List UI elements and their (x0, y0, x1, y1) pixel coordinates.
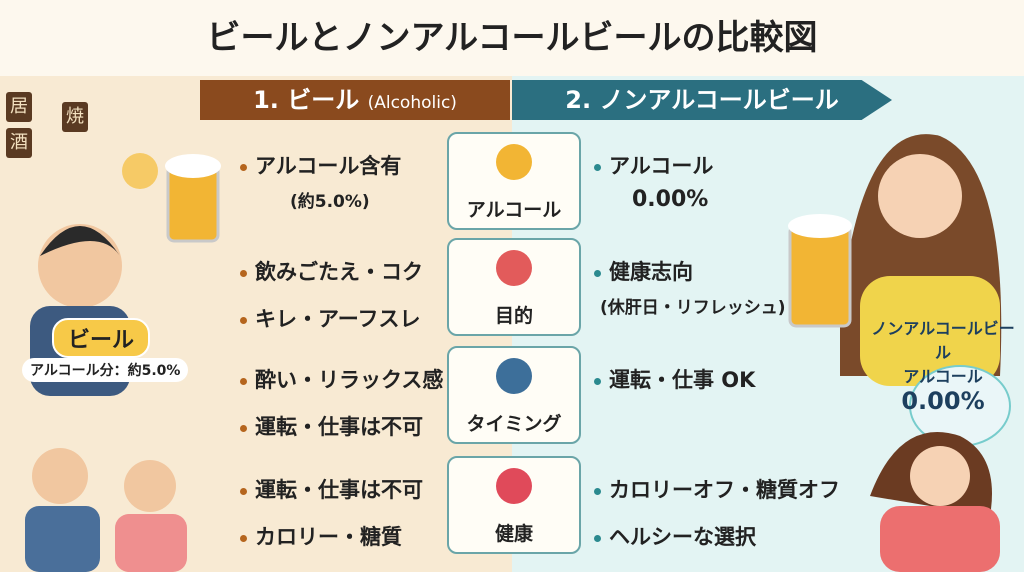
sign: 酒 (6, 128, 32, 158)
row-label: 健康 (494, 523, 533, 545)
right-item: ヘルシーな選択 (594, 521, 756, 551)
left-heading: 1. ビール (Alcoholic) (200, 80, 510, 120)
left-item: 飲みごたえ・コク (240, 256, 423, 286)
row-icon (496, 358, 532, 394)
nonalc-badge: ノンアルコールビールアルコール 0.00% (868, 315, 1018, 415)
sign: 焼 (62, 102, 88, 132)
right-item: カロリーオフ・糖質オフ (594, 474, 840, 504)
right-item: アルコール (594, 150, 713, 180)
row-label-box: 目的 (447, 238, 581, 336)
badge-line: アルコール (903, 367, 983, 386)
left-item: キレ・アーフスレ (240, 303, 420, 333)
beer-badge: ビール (52, 318, 151, 358)
right-heading: 2. ノンアルコールビール (512, 80, 892, 120)
row-label: 目的 (494, 305, 533, 327)
right-note: 0.00% (632, 187, 709, 212)
right-item: 運転・仕事 OK (594, 364, 755, 394)
sign: 居 (6, 92, 32, 122)
row-label-box: アルコール (447, 132, 581, 230)
title: ビールとノンアルコールビールの比較図 (0, 0, 1024, 76)
left-item: 運転・仕事は不可 (240, 474, 423, 504)
heading-text: 1. ビール (253, 86, 360, 114)
left-item: カロリー・糖質 (240, 521, 402, 551)
row-label: タイミング (466, 413, 562, 435)
row-label-box: タイミング (447, 346, 581, 444)
beer-badge-note: アルコール分：約5.0% (22, 358, 189, 382)
left-item: アルコール含有 (240, 150, 401, 180)
row-icon (496, 144, 532, 180)
right-item: 健康志向 (594, 256, 693, 286)
right-note: (休肝日・リフレッシュ) (600, 298, 786, 318)
left-note: (約5.0%) (290, 192, 370, 212)
row-label-box: 健康 (447, 456, 581, 554)
left-item: 酔い・リラックス感 (240, 364, 443, 394)
heading-sub: (Alcoholic) (367, 93, 457, 113)
badge-line: ノンアルコールビール (871, 319, 1015, 362)
left-item: 運転・仕事は不可 (240, 411, 423, 441)
row-icon (496, 468, 532, 504)
row-icon (496, 250, 532, 286)
row-label: アルコール (466, 199, 562, 221)
badge-line: 0.00% (901, 387, 985, 415)
